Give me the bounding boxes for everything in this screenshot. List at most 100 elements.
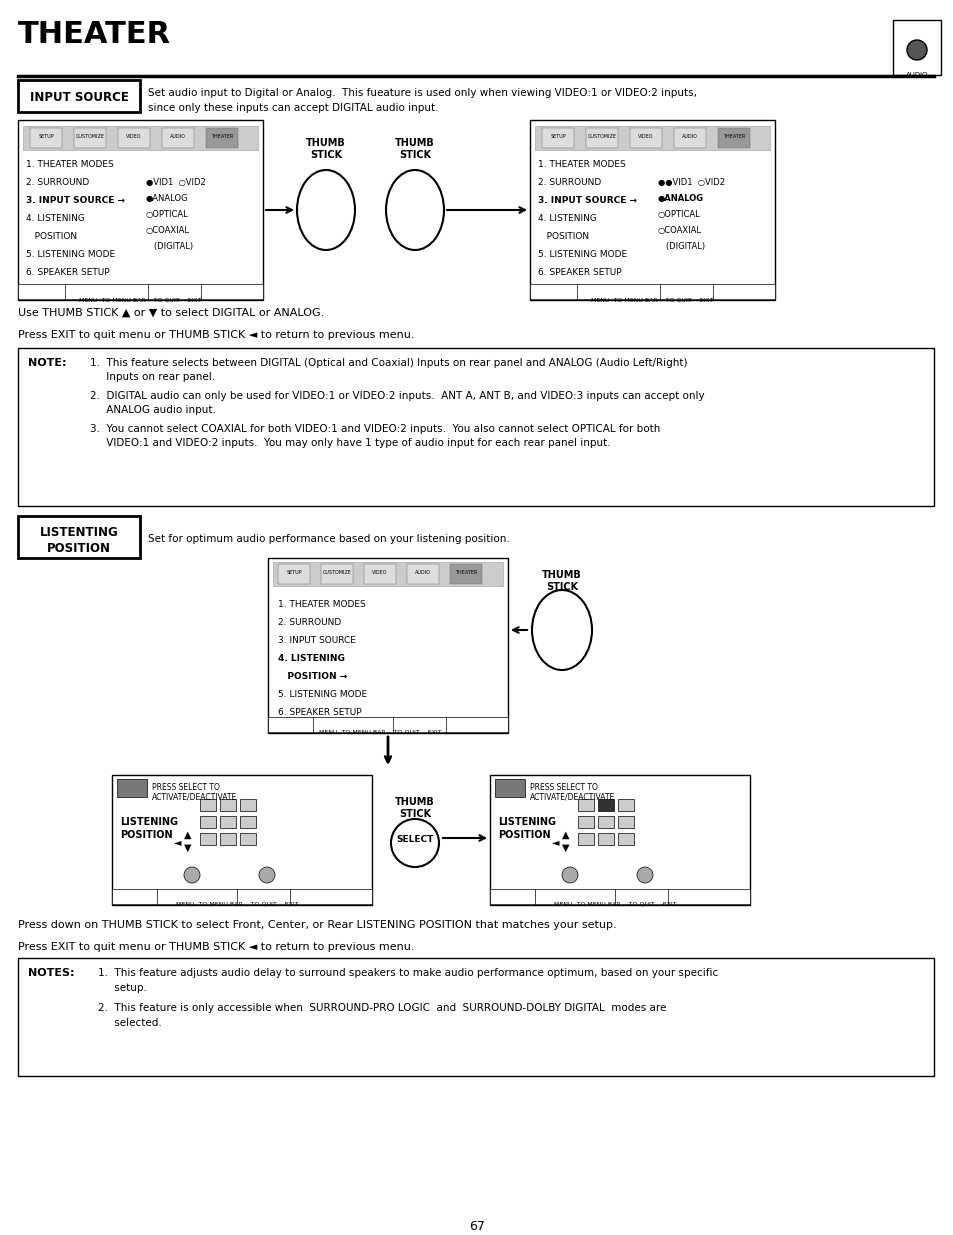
Bar <box>200 832 215 845</box>
Text: Press EXIT to quit menu or THUMB STICK ◄ to return to previous menu.: Press EXIT to quit menu or THUMB STICK ◄… <box>18 330 414 340</box>
Text: ANALOG audio input.: ANALOG audio input. <box>90 405 215 415</box>
Text: ○OPTICAL: ○OPTICAL <box>146 210 189 219</box>
Bar <box>18 516 140 558</box>
Bar <box>112 776 372 905</box>
Text: MENU  TO MENU BAR    TO QUIT    EXIT: MENU TO MENU BAR TO QUIT EXIT <box>175 902 298 906</box>
Bar <box>240 832 255 845</box>
Text: STICK: STICK <box>545 582 578 592</box>
Bar <box>407 564 438 584</box>
Text: MENU  TO MENU BAR    TO QUIT    EXIT: MENU TO MENU BAR TO QUIT EXIT <box>318 730 441 735</box>
Text: Set for optimum audio performance based on your listening position.: Set for optimum audio performance based … <box>148 534 509 543</box>
Text: LISTENTING: LISTENTING <box>40 526 118 538</box>
Text: THUMB: THUMB <box>306 138 346 148</box>
Circle shape <box>637 867 652 883</box>
Text: ○OPTICAL: ○OPTICAL <box>658 210 700 219</box>
Text: ▼: ▼ <box>561 844 569 853</box>
Text: ●●VID1  ○VID2: ●●VID1 ○VID2 <box>658 178 724 186</box>
Bar <box>598 832 614 845</box>
Text: ◄: ◄ <box>174 837 182 847</box>
Circle shape <box>391 819 438 867</box>
Bar <box>718 128 749 148</box>
Text: LISTENING: LISTENING <box>120 818 178 827</box>
Text: THEATER: THEATER <box>722 135 744 140</box>
Text: Press EXIT to quit menu or THUMB STICK ◄ to return to previous menu.: Press EXIT to quit menu or THUMB STICK ◄… <box>18 942 414 952</box>
Bar <box>578 816 594 827</box>
Text: 4. LISTENING: 4. LISTENING <box>277 655 345 663</box>
Text: STICK: STICK <box>398 149 431 161</box>
Text: ▼: ▼ <box>184 844 192 853</box>
Bar <box>18 958 933 1076</box>
Text: 2.  This feature is only accessible when  SURROUND-PRO LOGIC  and  SURROUND-DOLB: 2. This feature is only accessible when … <box>98 1003 666 1013</box>
Text: THEATER: THEATER <box>455 571 476 576</box>
Bar <box>490 889 749 904</box>
Text: MENU  TO MENU BAR    TO QUIT    EXIT: MENU TO MENU BAR TO QUIT EXIT <box>78 296 201 303</box>
Text: 3. INPUT SOURCE: 3. INPUT SOURCE <box>277 636 355 645</box>
Text: ▲: ▲ <box>184 830 192 840</box>
Text: THEATER: THEATER <box>18 20 171 49</box>
Text: THUMB: THUMB <box>395 797 435 806</box>
Text: since only these inputs can accept DIGITAL audio input.: since only these inputs can accept DIGIT… <box>148 103 438 112</box>
Text: ○COAXIAL: ○COAXIAL <box>146 226 190 235</box>
Text: PRESS SELECT TO: PRESS SELECT TO <box>152 783 219 792</box>
Text: POSITION: POSITION <box>47 542 111 555</box>
Bar <box>200 799 215 811</box>
Circle shape <box>184 867 200 883</box>
Text: POSITION: POSITION <box>497 830 550 840</box>
Text: AUDIO: AUDIO <box>170 135 186 140</box>
Bar <box>495 779 524 797</box>
Text: POSITION: POSITION <box>120 830 172 840</box>
Bar <box>74 128 106 148</box>
Bar <box>578 832 594 845</box>
Text: 4. LISTENING: 4. LISTENING <box>537 214 597 224</box>
Text: selected.: selected. <box>98 1018 162 1028</box>
Text: CUSTOMIZE: CUSTOMIZE <box>75 135 105 140</box>
Circle shape <box>906 40 926 61</box>
Text: VIDEO: VIDEO <box>638 135 653 140</box>
Text: LISTENING: LISTENING <box>497 818 556 827</box>
Text: ▲: ▲ <box>561 830 569 840</box>
Bar <box>578 799 594 811</box>
Text: MENU  TO MENU BAR    TO QUIT    EXIT: MENU TO MENU BAR TO QUIT EXIT <box>590 296 713 303</box>
Text: 1. THEATER MODES: 1. THEATER MODES <box>277 600 365 609</box>
Text: POSITION: POSITION <box>26 232 77 241</box>
Bar <box>18 284 263 299</box>
Text: THEATER: THEATER <box>211 135 233 140</box>
Circle shape <box>258 867 274 883</box>
Text: 3. INPUT SOURCE →: 3. INPUT SOURCE → <box>537 196 637 205</box>
Bar <box>673 128 705 148</box>
Text: SETUP: SETUP <box>550 135 565 140</box>
Text: 2. SURROUND: 2. SURROUND <box>537 178 600 186</box>
Bar <box>117 779 147 797</box>
Text: 1.  This feature adjusts audio delay to surround speakers to make audio performa: 1. This feature adjusts audio delay to s… <box>98 968 718 978</box>
Ellipse shape <box>532 590 592 671</box>
Text: 6. SPEAKER SETUP: 6. SPEAKER SETUP <box>26 268 110 277</box>
Bar <box>273 562 502 585</box>
Bar <box>112 889 372 904</box>
Text: SETUP: SETUP <box>286 571 301 576</box>
Text: ACTIVATE/DEACTIVATE: ACTIVATE/DEACTIVATE <box>530 793 615 802</box>
Text: Use THUMB STICK ▲ or ▼ to select DIGITAL or ANALOG.: Use THUMB STICK ▲ or ▼ to select DIGITAL… <box>18 308 324 317</box>
Bar <box>598 799 614 811</box>
Text: Inputs on rear panel.: Inputs on rear panel. <box>90 372 214 382</box>
Text: Press down on THUMB STICK to select Front, Center, or Rear LISTENING POSITION th: Press down on THUMB STICK to select Fron… <box>18 920 616 930</box>
Text: AUDIO: AUDIO <box>681 135 698 140</box>
Bar <box>240 816 255 827</box>
Text: POSITION: POSITION <box>537 232 589 241</box>
Bar <box>277 564 310 584</box>
Bar <box>530 120 774 300</box>
Text: 1.  This feature selects between DIGITAL (Optical and Coaxial) Inputs on rear pa: 1. This feature selects between DIGITAL … <box>90 358 687 368</box>
Text: NOTES:: NOTES: <box>28 968 74 978</box>
Bar <box>450 564 481 584</box>
Text: 1. THEATER MODES: 1. THEATER MODES <box>537 161 625 169</box>
Bar <box>320 564 353 584</box>
Ellipse shape <box>296 170 355 249</box>
Text: 2. SURROUND: 2. SURROUND <box>26 178 90 186</box>
Text: Set audio input to Digital or Analog.  This fueature is used only when viewing V: Set audio input to Digital or Analog. Th… <box>148 88 697 98</box>
Text: CUSTOMIZE: CUSTOMIZE <box>587 135 616 140</box>
Text: 3.  You cannot select COAXIAL for both VIDEO:1 and VIDEO:2 inputs.  You also can: 3. You cannot select COAXIAL for both VI… <box>90 424 659 433</box>
Text: 3. INPUT SOURCE →: 3. INPUT SOURCE → <box>26 196 125 205</box>
Bar <box>18 348 933 506</box>
Bar <box>618 816 634 827</box>
Bar <box>535 126 769 149</box>
Ellipse shape <box>386 170 443 249</box>
